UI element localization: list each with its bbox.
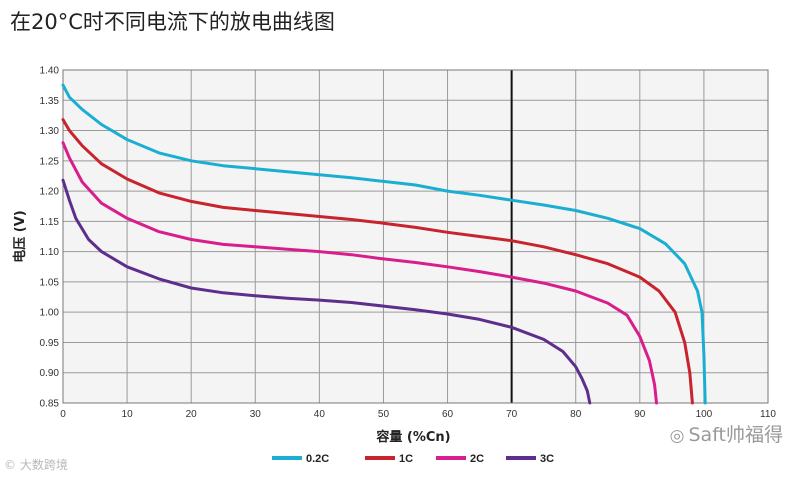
y-tick-label: 1.05 [40,277,60,288]
legend-label: 3C [540,453,554,465]
y-tick-label: 0.90 [40,368,60,379]
y-tick-label: 1.25 [40,156,60,167]
source-logo: © 大数跨境 [4,456,68,473]
x-tick-label: 10 [122,409,134,420]
y-tick-label: 1.30 [40,126,60,137]
y-axis-ticks: 0.85 0.90 0.95 1.00 1.05 1.10 1.15 1.20 1.25 1.30… [40,66,60,410]
legend-label: 0.2C [306,453,329,465]
x-tick-label: 100 [696,409,713,420]
legend: 0.2C 1C 2C 3C [272,453,554,465]
x-tick-label: 70 [506,409,518,420]
x-tick-label: 60 [442,409,454,420]
series-lines [61,83,707,405]
x-tick-label: 0 [60,409,66,420]
y-tick-label: 1.40 [40,66,60,77]
x-tick-label: 40 [314,409,326,420]
chart-title: 在20°C时不同电流下的放电曲线图 [10,10,335,34]
y-tick-label: 1.35 [40,96,60,107]
logo-text: 大数跨境 [19,458,68,472]
x-tick-label: 20 [186,409,198,420]
y-tick-label: 1.00 [40,308,60,319]
series-line-1C [61,118,694,405]
x-tick-label: 80 [570,409,582,420]
watermark: ◎ Saft帅福得 [670,420,783,447]
y-tick-label: 0.95 [40,338,60,349]
series-line-3C [61,178,592,405]
plot-area [63,70,768,403]
y-axis-label: 电压 (V) [12,210,28,262]
x-axis-label: 容量 (%Cn) [375,429,450,445]
x-axis-ticks: 0 10 20 30 40 50 60 70 80 90 100 110 [60,409,776,420]
x-tick-label: 50 [378,409,390,420]
wechat-icon: ◎ [669,426,685,446]
watermark-text: Saft帅福得 [688,424,783,446]
logo-icon: © [4,458,20,472]
y-tick-label: 0.85 [40,399,60,410]
y-tick-label: 1.20 [40,187,60,198]
series-line-2C [61,141,658,405]
x-tick-label: 30 [250,409,262,420]
y-tick-label: 1.15 [40,217,60,228]
x-tick-label: 90 [634,409,646,420]
x-tick-label: 110 [760,409,776,420]
legend-label: 2C [470,453,484,465]
y-tick-label: 1.10 [40,247,60,258]
series-line-0.2C [61,83,707,405]
legend-label: 1C [399,453,413,465]
plot-frame [62,69,769,404]
